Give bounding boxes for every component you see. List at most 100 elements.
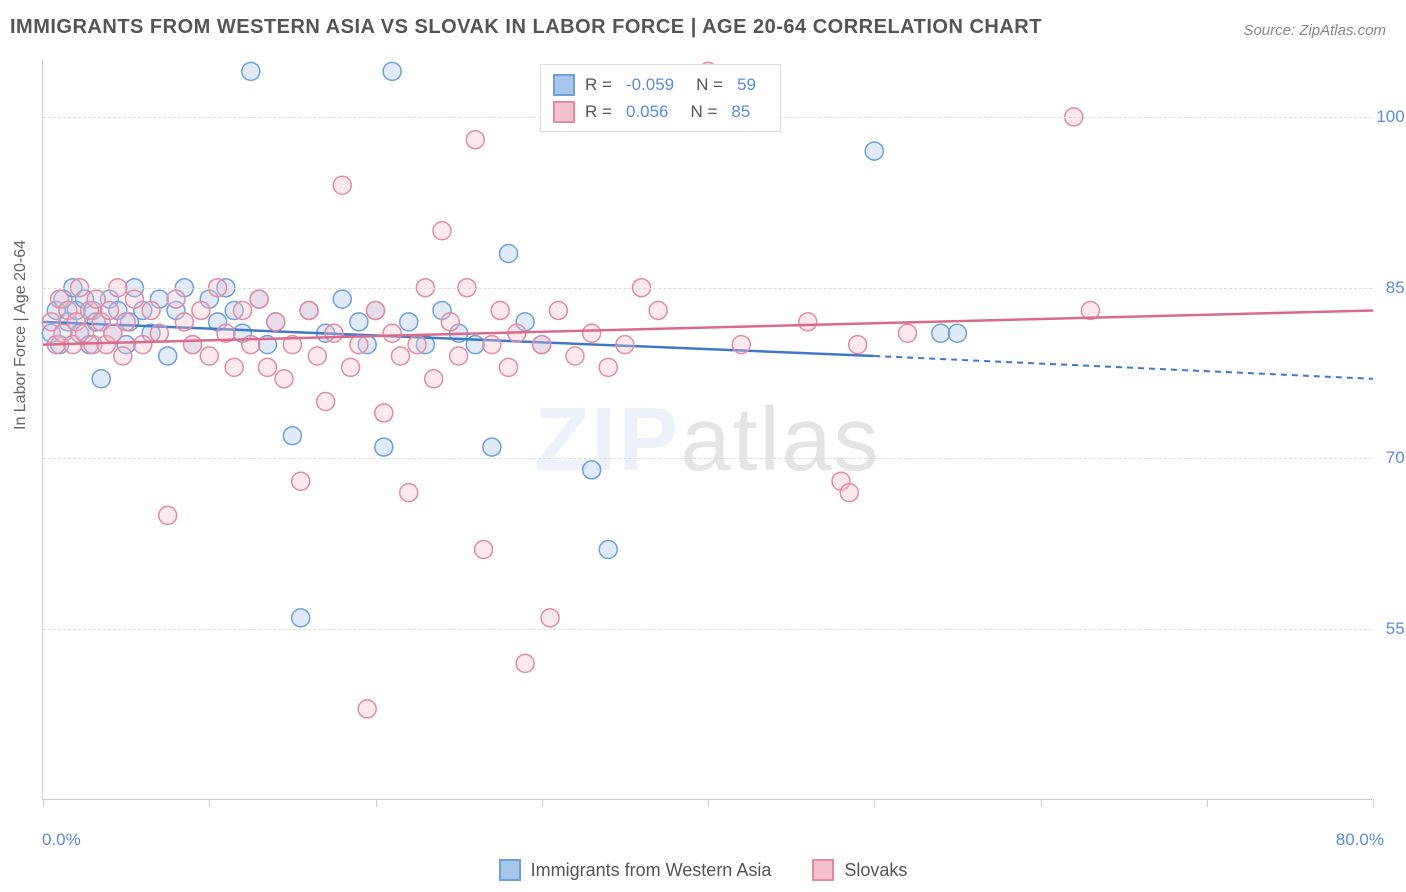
y-tick-label: 55.0%: [1386, 619, 1406, 639]
scatter-point: [616, 336, 634, 354]
scatter-point: [566, 347, 584, 365]
scatter-point: [516, 654, 534, 672]
scatter-point: [258, 358, 276, 376]
scatter-point: [358, 700, 376, 718]
legend-row-series-2: R = 0.056 N = 85: [553, 98, 768, 125]
x-tick-label-max: 80.0%: [1336, 830, 1384, 850]
scatter-point: [125, 290, 143, 308]
scatter-point: [375, 438, 393, 456]
scatter-point: [899, 324, 917, 342]
scatter-point: [242, 62, 260, 80]
scatter-point: [732, 336, 750, 354]
x-tick: [43, 799, 44, 807]
scatter-point: [225, 358, 243, 376]
x-tick: [1373, 799, 1374, 807]
y-axis-title: In Labor Force | Age 20-64: [12, 240, 30, 430]
scatter-point: [583, 461, 601, 479]
scatter-point: [533, 336, 551, 354]
scatter-point: [649, 301, 667, 319]
scatter-point: [475, 541, 493, 559]
bottom-legend-item-1: Immigrants from Western Asia: [499, 859, 772, 881]
scatter-point: [408, 336, 426, 354]
scatter-point: [391, 347, 409, 365]
scatter-point: [308, 347, 326, 365]
scatter-point: [383, 62, 401, 80]
x-tick-label-min: 0.0%: [42, 830, 81, 850]
scatter-point: [583, 324, 601, 342]
scatter-point: [300, 301, 318, 319]
x-tick: [1207, 799, 1208, 807]
scatter-point: [541, 609, 559, 627]
scatter-point: [350, 336, 368, 354]
scatter-point: [433, 222, 451, 240]
grid-line: [43, 629, 1372, 630]
scatter-plot-svg: [43, 60, 1372, 799]
scatter-point: [400, 313, 418, 331]
stats-legend: R = -0.059 N = 59 R = 0.056 N = 85: [540, 64, 781, 132]
scatter-point: [267, 313, 285, 331]
scatter-point: [200, 347, 218, 365]
scatter-point: [549, 301, 567, 319]
scatter-point: [441, 313, 459, 331]
scatter-point: [292, 472, 310, 490]
grid-line: [43, 458, 1372, 459]
scatter-point: [117, 313, 135, 331]
x-tick: [542, 799, 543, 807]
chart-plot-area: ZIPatlas 55.0%70.0%85.0%100.0%: [42, 60, 1372, 800]
r-value-2: 0.056: [626, 98, 669, 125]
scatter-point: [292, 609, 310, 627]
scatter-point: [317, 393, 335, 411]
scatter-point: [375, 404, 393, 422]
scatter-point: [500, 358, 518, 376]
bottom-legend: Immigrants from Western Asia Slovaks: [0, 859, 1406, 886]
r-label: R =: [585, 71, 612, 98]
n-value-2: 85: [731, 98, 750, 125]
bottom-swatch-1: [499, 859, 521, 881]
scatter-point: [799, 313, 817, 331]
scatter-point: [483, 438, 501, 456]
scatter-point: [599, 358, 617, 376]
scatter-point: [234, 301, 252, 319]
bottom-swatch-2: [812, 859, 834, 881]
scatter-point: [150, 324, 168, 342]
scatter-point: [192, 301, 210, 319]
scatter-point: [275, 370, 293, 388]
scatter-point: [383, 324, 401, 342]
scatter-point: [101, 301, 119, 319]
scatter-point: [114, 347, 132, 365]
scatter-point: [333, 176, 351, 194]
scatter-point: [450, 347, 468, 365]
scatter-point: [325, 324, 343, 342]
chart-title: IMMIGRANTS FROM WESTERN ASIA VS SLOVAK I…: [10, 16, 1042, 39]
n-label: N =: [696, 71, 723, 98]
scatter-point: [283, 427, 301, 445]
scatter-point: [932, 324, 950, 342]
x-tick: [874, 799, 875, 807]
y-tick-label: 85.0%: [1386, 278, 1406, 298]
scatter-point: [865, 142, 883, 160]
y-tick-label: 100.0%: [1376, 107, 1406, 127]
x-tick: [376, 799, 377, 807]
scatter-point: [142, 301, 160, 319]
scatter-point: [948, 324, 966, 342]
r-label: R =: [585, 98, 612, 125]
n-value-1: 59: [737, 71, 756, 98]
grid-line: [43, 288, 1372, 289]
r-value-1: -0.059: [626, 71, 674, 98]
scatter-point: [840, 484, 858, 502]
scatter-point: [159, 347, 177, 365]
legend-row-series-1: R = -0.059 N = 59: [553, 71, 768, 98]
scatter-point: [167, 290, 185, 308]
x-tick: [708, 799, 709, 807]
scatter-point: [184, 336, 202, 354]
scatter-point: [599, 541, 617, 559]
source-attribution: Source: ZipAtlas.com: [1243, 22, 1386, 39]
bottom-label-1: Immigrants from Western Asia: [531, 860, 772, 881]
trend-line-dashed: [874, 356, 1373, 379]
y-tick-label: 70.0%: [1386, 448, 1406, 468]
scatter-point: [250, 290, 268, 308]
scatter-point: [491, 301, 509, 319]
scatter-point: [400, 484, 418, 502]
bottom-label-2: Slovaks: [844, 860, 907, 881]
scatter-point: [425, 370, 443, 388]
